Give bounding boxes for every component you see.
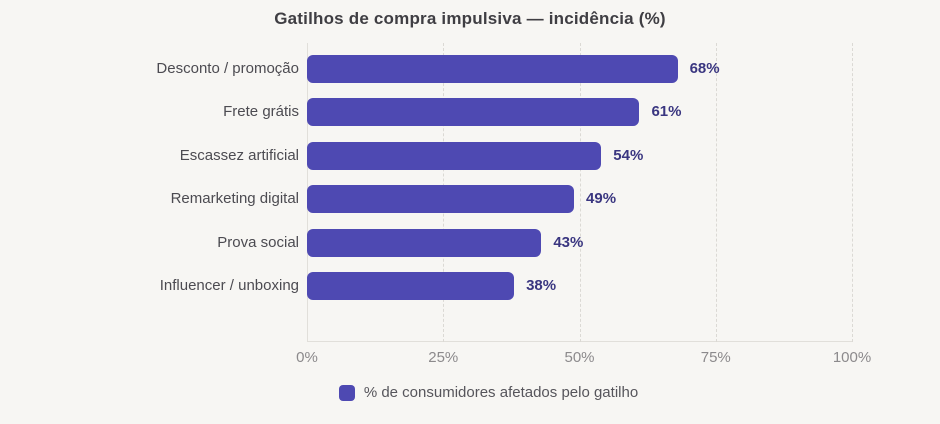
category-label: Remarketing digital xyxy=(170,190,299,207)
bar xyxy=(307,272,515,300)
value-label: 54% xyxy=(613,146,644,164)
bar xyxy=(307,141,602,170)
bar xyxy=(307,54,678,83)
legend-swatch xyxy=(338,384,355,401)
legend: % de consumidores afetados pelo gatilho xyxy=(0,384,940,401)
x-tick-label: 100% xyxy=(832,349,872,366)
gridline-75 xyxy=(715,43,717,342)
value-label: 43% xyxy=(553,233,584,251)
chart-title: Gatilhos de compra impulsiva — incidênci… xyxy=(274,9,666,28)
value-label: 49% xyxy=(586,190,617,207)
x-tick-label: 25% xyxy=(428,349,459,366)
legend-label: % de consumidores afetados pelo gatilho xyxy=(363,384,639,401)
value-label: 38% xyxy=(526,277,557,294)
category-label: Escassez artificial xyxy=(179,146,299,164)
gridline-100 xyxy=(852,43,853,342)
x-tick-label: 0% xyxy=(296,349,318,366)
category-label: Desconto / promoção xyxy=(156,59,299,77)
bar xyxy=(307,98,640,126)
x-tick-label: 50% xyxy=(564,349,595,366)
category-label: Influencer / unboxing xyxy=(159,277,299,294)
category-label: Frete grátis xyxy=(223,103,299,120)
bar xyxy=(307,228,542,257)
x-tick-label: 75% xyxy=(700,349,731,366)
category-label: Prova social xyxy=(217,233,299,251)
gridline-50 xyxy=(579,43,581,342)
value-label: 68% xyxy=(689,59,720,77)
value-label: 61% xyxy=(651,103,682,120)
bar xyxy=(307,185,575,213)
